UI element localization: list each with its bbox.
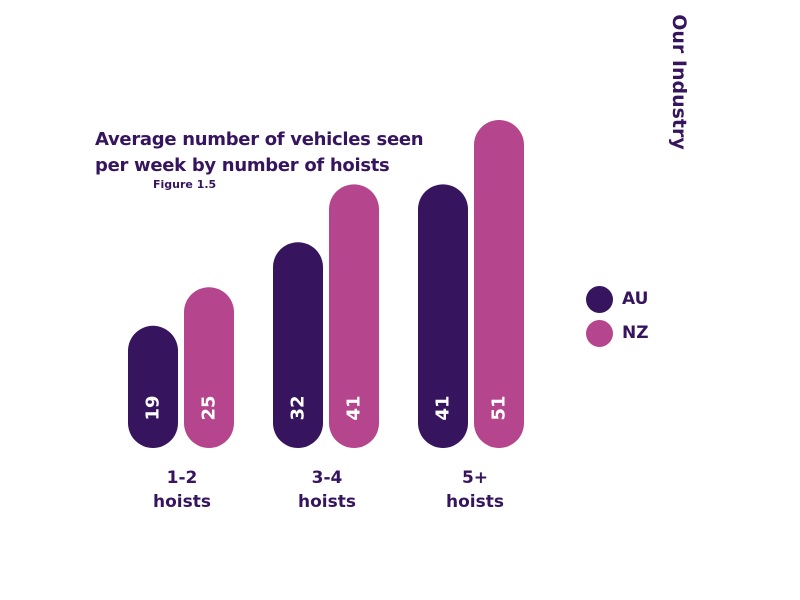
data-label-au-0: 19 (143, 395, 164, 420)
category-label-1-line1: 3-4 (312, 468, 343, 488)
chart-title-line1: Average number of vehicles seen (95, 129, 424, 150)
category-label-0-line2: hoists (153, 492, 211, 512)
bar-nz-2 (474, 120, 524, 448)
legend-label-au: AU (622, 289, 649, 309)
figure-label: Figure 1.5 (153, 178, 217, 191)
legend-item-au: AU (586, 284, 649, 314)
bar-au-0 (128, 325, 178, 448)
bar-au-2 (418, 184, 468, 448)
legend-item-nz: NZ (586, 318, 649, 348)
category-label-2-line2: hoists (446, 492, 504, 512)
legend-swatch-nz (586, 319, 613, 347)
data-label-nz-2: 51 (489, 395, 510, 420)
category-label-2-line1: 5+ (462, 468, 488, 488)
data-label-nz-0: 25 (199, 395, 220, 420)
category-label-0-line1: 1-2 (167, 468, 198, 488)
chart-title-line2: per week by number of hoists (95, 155, 390, 176)
category-label-1-line2: hoists (298, 492, 356, 512)
legend-label-nz: NZ (622, 323, 649, 343)
legend: AU NZ (586, 284, 649, 352)
bar-nz-0 (184, 287, 234, 448)
legend-swatch-au (586, 285, 613, 313)
data-label-nz-1: 41 (344, 395, 365, 420)
bar-au-1 (273, 242, 323, 448)
data-label-au-2: 41 (433, 395, 454, 420)
chart-title: Average number of vehicles seen per week… (95, 127, 455, 179)
bar-nz-1 (329, 184, 379, 448)
data-label-au-1: 32 (288, 395, 309, 420)
